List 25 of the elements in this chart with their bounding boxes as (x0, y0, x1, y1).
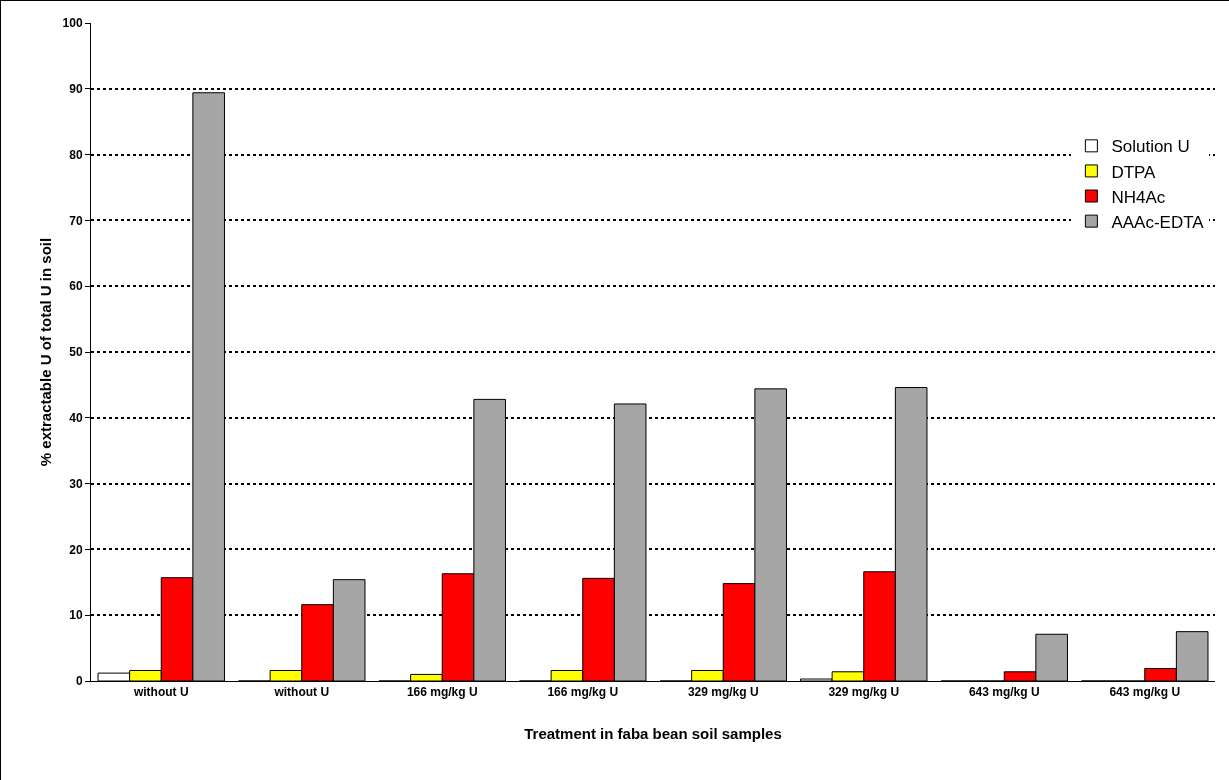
y-tick-label: 70 (69, 213, 83, 228)
legend-label: Solution U (1111, 137, 1190, 157)
legend-label: AAAc-EDTA (1111, 212, 1205, 232)
y-tick-label: 20 (69, 542, 83, 557)
y-axis-title: % extractable U of total U in soil (37, 237, 54, 467)
x-tick-label: without U (132, 685, 189, 700)
x-tick-label: 329 mg/kg U (687, 685, 759, 700)
x-tick-label: 329 mg/kg U (828, 685, 900, 700)
y-tick-label: 0 (75, 674, 83, 689)
y-tick-label: 30 (69, 476, 83, 491)
x-tick-label: without U (273, 685, 330, 700)
y-tick-label: 50 (69, 345, 83, 360)
legend-label: DTPA (1111, 162, 1157, 182)
x-axis-title: Treatment in faba bean soil samples (524, 725, 782, 743)
x-tick-label: 166 mg/kg U (406, 685, 478, 700)
y-tick-label: 80 (69, 147, 83, 162)
x-tick-label: 643 mg/kg U (968, 685, 1040, 700)
legend-label: NH4Ac (1111, 187, 1166, 207)
y-tick-label: 100 (62, 16, 83, 31)
y-tick-label: 60 (69, 279, 83, 294)
x-tick-label: 166 mg/kg U (547, 685, 619, 700)
y-tick-label: 90 (69, 82, 83, 96)
y-tick-label: 40 (69, 411, 83, 425)
x-tick-label: 643 mg/kg U (1109, 685, 1181, 700)
y-tick-label: 10 (69, 608, 83, 623)
